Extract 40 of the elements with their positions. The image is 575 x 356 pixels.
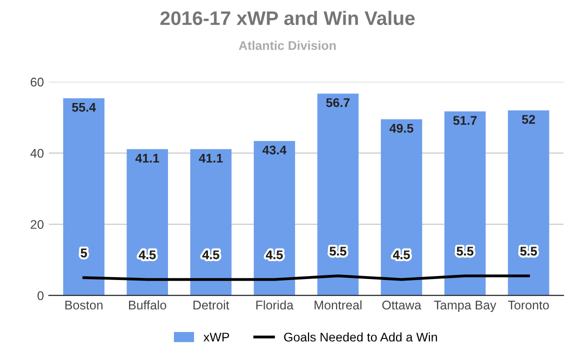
x-tick-label: Toronto — [508, 300, 549, 310]
data-label: 4.5 — [202, 250, 220, 260]
bar — [126, 149, 168, 296]
x-tick-label: Boston — [65, 300, 102, 310]
bar — [63, 98, 104, 296]
bar — [317, 94, 359, 296]
data-label: 5.5 — [456, 246, 474, 256]
chart-subtitle: Atlantic Division — [238, 40, 336, 50]
x-tick-label: Tampa Bay — [434, 300, 496, 312]
data-label: 51.7 — [453, 116, 477, 125]
data-label: 56.7 — [326, 98, 350, 108]
y-tick-label: 20 — [30, 220, 44, 229]
x-tick-label: Florida — [256, 300, 294, 310]
data-label: 55.4 — [72, 102, 96, 112]
chart-title: 2016-17 xWP and Win Value — [160, 10, 415, 26]
data-label: 49.5 — [390, 124, 414, 133]
bar — [190, 149, 232, 296]
data-label: 41.1 — [198, 154, 223, 162]
data-label: 4.5 — [392, 250, 410, 260]
data-label: 5.5 — [520, 246, 537, 256]
legend-label: xWP — [204, 332, 230, 342]
bar — [508, 110, 550, 296]
data-label: 4.5 — [266, 250, 283, 260]
bar — [380, 119, 422, 296]
x-tick-label: Detroit — [194, 300, 230, 310]
data-label: 43.4 — [262, 146, 287, 154]
bar — [444, 111, 486, 296]
x-tick-label: Montreal — [314, 300, 362, 310]
legend-label: Goals Needed to Add a Win — [284, 332, 437, 342]
x-tick-label: Ottawa — [382, 300, 422, 310]
y-tick-label: 60 — [30, 78, 44, 87]
data-label: 5 — [80, 248, 87, 258]
y-tick-label: 40 — [30, 148, 44, 158]
y-tick-label: 0 — [38, 291, 44, 300]
data-label: 41.1 — [135, 154, 160, 162]
data-label: 5.5 — [330, 246, 346, 256]
data-label: 4.5 — [138, 250, 156, 260]
data-label: 52 — [522, 114, 536, 124]
x-tick-label: Buffalo — [129, 300, 166, 310]
bar — [254, 140, 296, 296]
